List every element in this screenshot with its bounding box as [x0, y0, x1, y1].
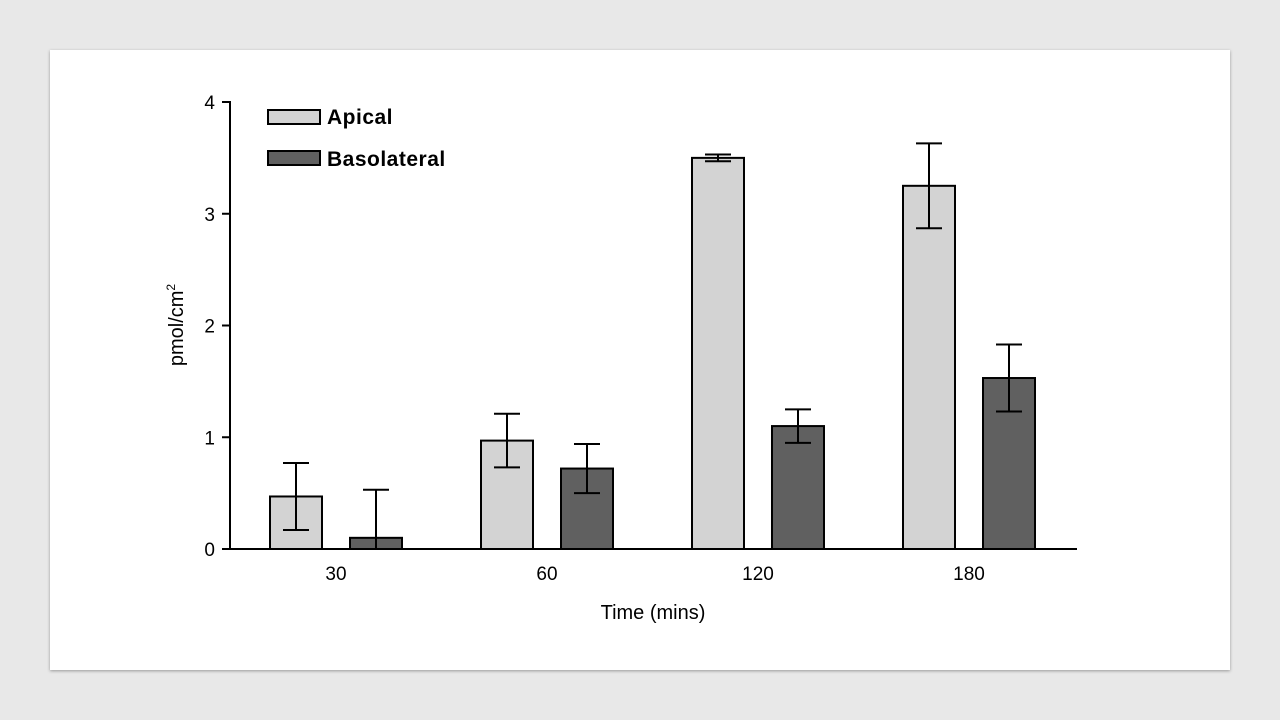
y-tick-label: 0 [204, 540, 215, 561]
bar-apical-180 [902, 184, 956, 550]
legend-swatch-basolateral [267, 150, 321, 166]
x-tick-label: 60 [536, 564, 557, 585]
bar-basolateral-60 [560, 467, 614, 551]
x-axis-label: Time (mins) [601, 602, 706, 624]
y-tick-label: 4 [204, 93, 215, 114]
chart-card [50, 50, 1230, 670]
legend-label-apical: Apical [327, 106, 393, 129]
legend-label-basolateral: Basolateral [327, 148, 446, 171]
bar-apical-120 [691, 156, 745, 550]
x-tick-label: 120 [742, 564, 774, 585]
y-tick-label: 3 [204, 205, 215, 226]
bar-basolateral-120 [771, 425, 825, 551]
x-tick-label: 180 [953, 564, 985, 585]
legend-swatch-apical [267, 109, 321, 125]
y-tick-label: 2 [204, 317, 215, 338]
y-axis-label: pmol/cm2 [164, 284, 188, 367]
x-tick-label: 30 [325, 564, 346, 585]
legend: Apical Basolateral [267, 106, 446, 171]
y-tick-label: 1 [204, 428, 215, 449]
